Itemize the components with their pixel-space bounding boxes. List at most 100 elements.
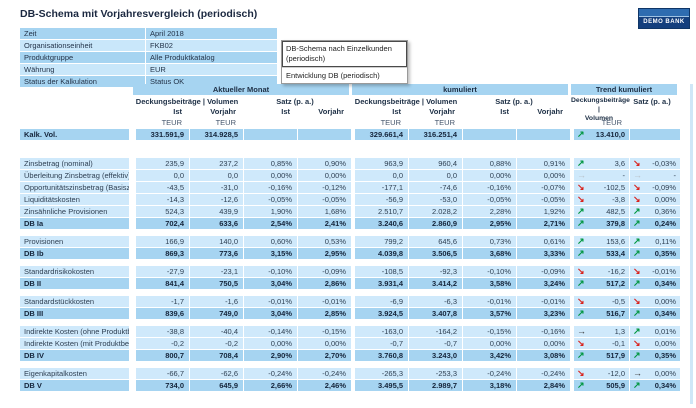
context-menu: DB-Schema nach Einzelkunden (periodisch)… <box>281 40 408 85</box>
cell-trend-volume: ↗ 533,4 <box>574 248 630 259</box>
table-row: Eigenkapitalkosten -66,7 -62,6 -0,24% -0,24%… <box>20 368 680 379</box>
trend-up-icon: ↗ <box>633 236 641 246</box>
row-label: Liquiditätskosten <box>20 194 130 205</box>
trend-value: -3,8 <box>612 195 625 204</box>
subheader-db-volume-trend: Deckungsbeiträge | Volumen <box>571 96 630 122</box>
trend-none-icon: → <box>633 170 642 180</box>
col-header-vorjahr: Vorjahr <box>537 107 563 116</box>
cell-month-1: 773,6 <box>190 248 244 259</box>
cell-trend-volume: ↗ 153,6 <box>574 236 630 247</box>
trend-up-icon: ↗ <box>577 129 585 139</box>
cell-trend-volume: ↘ -3,8 <box>574 194 630 205</box>
cell-cumulative-1: 316.251,4 <box>409 129 463 140</box>
cell-cumulative-3: 0,91% <box>517 158 571 169</box>
cell-month-1: 645,9 <box>190 380 244 391</box>
trend-value: - <box>622 171 626 180</box>
row-label: Zinsbetrag (nominal) <box>20 158 130 169</box>
trend-value: 482,5 <box>606 207 625 216</box>
unit-label-teur: TEUR <box>215 118 236 127</box>
cell-cumulative-0: -163,0 <box>355 326 409 337</box>
cell-month-0: 869,3 <box>136 248 190 259</box>
menu-item-0[interactable]: DB-Schema nach Einzelkunden (periodisch) <box>282 41 407 67</box>
cell-month-0: 734,0 <box>136 380 190 391</box>
cell-cumulative-0: 3.931,4 <box>355 278 409 289</box>
cell-trend-volume: ↘ -16,2 <box>574 266 630 277</box>
cell-month-0: -0,2 <box>136 338 190 349</box>
cell-trend-rate: ↗ 0,36% <box>630 206 680 217</box>
cell-cumulative-3 <box>517 129 571 140</box>
cell-month-3: 2,46% <box>298 380 352 391</box>
col-header-ist: Ist <box>173 107 182 116</box>
cell-month-3: 2,70% <box>298 350 352 361</box>
cell-trend-rate: ↘ -0,01% <box>630 266 680 277</box>
trend-value: 0,34% <box>654 279 676 288</box>
cell-month-0: 235,9 <box>136 158 190 169</box>
cell-trend-volume: ↘ -12,0 <box>574 368 630 379</box>
cell-month-2: -0,24% <box>244 368 298 379</box>
logo-top-bar <box>639 9 689 17</box>
trend-down-icon: ↘ <box>633 158 641 168</box>
trend-up-icon: ↗ <box>577 380 585 390</box>
demo-bank-logo: DEMO BANK <box>638 8 690 29</box>
cell-cumulative-1: -253,3 <box>409 368 463 379</box>
cell-cumulative-1: 2.028,2 <box>409 206 463 217</box>
cell-cumulative-3: 0,00% <box>517 338 571 349</box>
cell-cumulative-0: -265,3 <box>355 368 409 379</box>
cell-month-1: -31,0 <box>190 182 244 193</box>
cell-trend-volume: ↗ 3,6 <box>574 158 630 169</box>
cell-cumulative-0: 0,0 <box>355 170 409 181</box>
trend-up-icon: ↗ <box>577 308 585 318</box>
cell-month-0: 331.591,9 <box>136 129 190 140</box>
trend-down-icon: ↘ <box>577 368 585 378</box>
col-header-ist: Ist <box>281 107 290 116</box>
cell-trend-rate: ↗ 0,11% <box>630 236 680 247</box>
cell-cumulative-1: 2.989,7 <box>409 380 463 391</box>
cell-trend-volume: ↗ 516,7 <box>574 308 630 319</box>
cell-cumulative-0: -6,9 <box>355 296 409 307</box>
trend-down-icon: ↘ <box>577 266 585 276</box>
cell-month-3: 1,68% <box>298 206 352 217</box>
page-title: DB-Schema mit Vorjahresvergleich (period… <box>20 8 258 20</box>
filter-value: FKB02 <box>146 40 277 51</box>
row-label: Eigenkapitalkosten <box>20 368 130 379</box>
cell-month-0: -1,7 <box>136 296 190 307</box>
cell-month-2: -0,01% <box>244 296 298 307</box>
menu-item-1[interactable]: Entwicklung DB (periodisch) <box>282 66 407 84</box>
table-row: Standardrisikokosten -27,9 -23,1 -0,10% -0,0… <box>20 266 680 277</box>
trend-down-icon: ↘ <box>577 194 585 204</box>
cell-month-0: 524,3 <box>136 206 190 217</box>
trend-flat-icon: → <box>577 326 586 336</box>
trend-down-icon: ↘ <box>633 194 641 204</box>
cell-month-2 <box>244 129 298 140</box>
table-row: Liquiditätskosten -14,3 -12,6 -0,05% -0,05% -… <box>20 194 680 205</box>
row-label: DB II <box>20 278 130 289</box>
cell-cumulative-3: 1,92% <box>517 206 571 217</box>
trend-down-icon: ↘ <box>633 266 641 276</box>
cell-month-1: 140,0 <box>190 236 244 247</box>
subheader-db-volume: Deckungsbeiträge | Volumen <box>354 97 458 106</box>
cell-cumulative-3: 3,23% <box>517 308 571 319</box>
cell-cumulative-3: 3,24% <box>517 278 571 289</box>
cell-cumulative-0: 2.510,7 <box>355 206 409 217</box>
cell-month-1: 314.928,5 <box>190 129 244 140</box>
cell-cumulative-2: 2,95% <box>463 218 517 229</box>
cell-month-3: 2,86% <box>298 278 352 289</box>
cell-trend-volume: ↘ -102,5 <box>574 182 630 193</box>
cell-month-3: 0,90% <box>298 158 352 169</box>
trend-up-icon: ↗ <box>633 308 641 318</box>
filter-label: Zeit <box>20 28 145 39</box>
cell-cumulative-2: 3,57% <box>463 308 517 319</box>
trend-value: 0,00% <box>654 195 676 204</box>
row-label: Standardstückkosten <box>20 296 130 307</box>
cell-cumulative-3: 2,84% <box>517 380 571 391</box>
filter-value: EUR <box>146 64 277 75</box>
trend-value: 3,6 <box>614 159 625 168</box>
trend-value: -16,2 <box>607 267 625 276</box>
cell-trend-rate: → 0,00% <box>630 368 680 379</box>
row-label: Standardrisikokosten <box>20 266 130 277</box>
cell-cumulative-1: 3.414,2 <box>409 278 463 289</box>
cell-cumulative-0: 799,2 <box>355 236 409 247</box>
cell-month-1: -1,6 <box>190 296 244 307</box>
trend-value: 0,01% <box>654 327 676 336</box>
row-label: Überleitung Zinsbetrag (effektiv) <box>20 170 130 181</box>
